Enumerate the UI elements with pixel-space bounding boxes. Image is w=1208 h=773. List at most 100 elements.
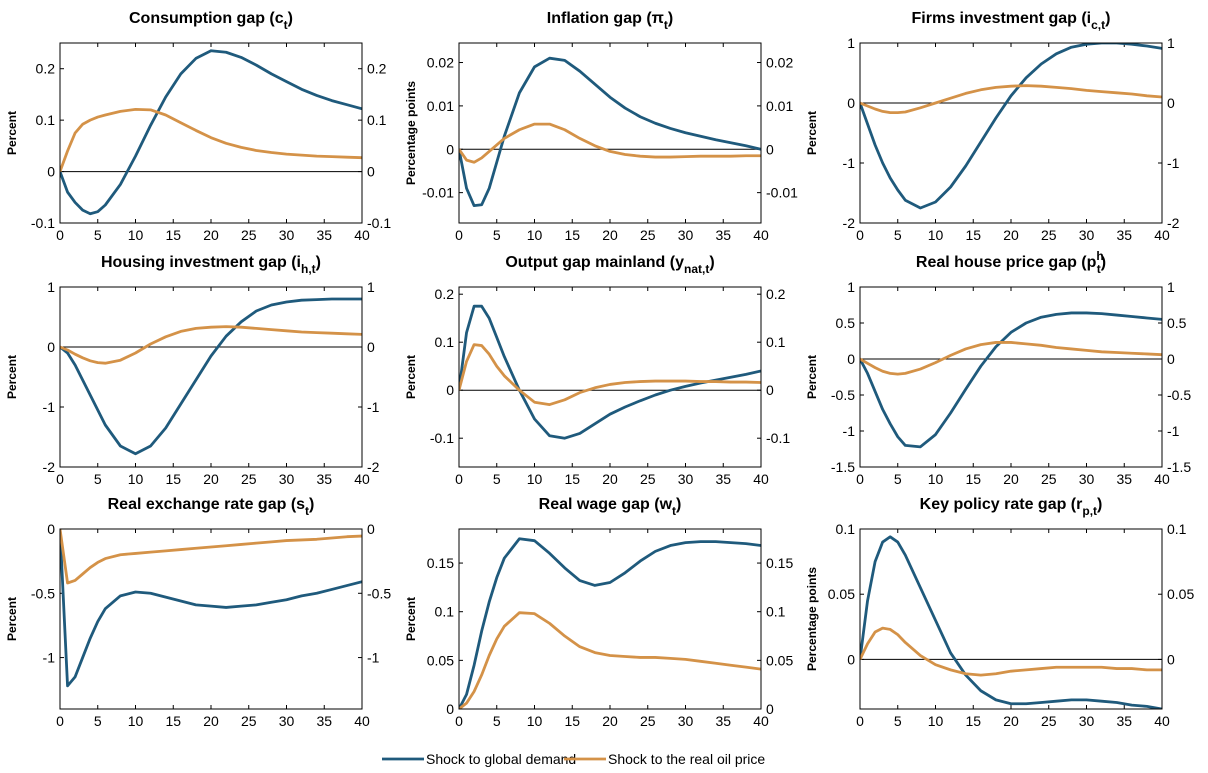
x-tick-label: 15 [165,227,181,243]
y-tick-label: 0 [47,164,55,180]
title-end: ) [709,254,714,271]
y-tick-label: -0.01 [422,185,454,201]
title-subscript: t [305,504,309,518]
x-tick-label: 15 [965,713,981,729]
title-end: ) [1097,496,1102,513]
y-axis-label: Percent [404,597,418,641]
series-line [459,343,761,406]
title-text: Real wage gap (w [539,496,673,513]
y-tick-label: 0.1 [36,112,56,128]
chart-title: Key policy rate gap (rp,t) [920,496,1103,518]
x-tick-label: 30 [1079,227,1095,243]
x-tick-label: 40 [1154,713,1170,729]
x-tick-label: 0 [56,713,64,729]
title-text: Output gap mainland (y [505,254,684,271]
x-tick-label: 40 [753,471,769,487]
x-tick-label: 25 [241,471,257,487]
x-tick-label: 0 [856,227,864,243]
x-tick-label: 25 [1041,713,1057,729]
x-tick-label: 15 [165,713,181,729]
y-tick-label: 0 [47,521,55,537]
y-tick-label: -2 [43,459,56,475]
series-line [860,626,1162,677]
x-tick-label: 25 [241,713,257,729]
x-tick-label: 0 [56,227,64,243]
y2-tick-label: 0 [367,164,375,180]
y2-tick-label: 0.1 [1167,521,1187,537]
chart-title: Real house price gap (ph t) [916,249,1106,276]
plot-area [60,297,362,456]
x-tick-label: 30 [1079,713,1095,729]
y2-tick-label: 0.2 [367,61,387,77]
y2-tick-label: -0.5 [1167,387,1191,403]
y2-tick-label: -1 [367,399,380,415]
y2-tick-label: -0.5 [367,585,391,601]
y-tick-label: -2 [843,215,856,231]
y2-tick-label: 0.5 [1167,315,1187,331]
title-text: Firms investment gap (i [912,10,1092,27]
y-tick-label: 0 [847,651,855,667]
x-tick-label: 30 [279,227,295,243]
y2-tick-label: 0.15 [766,555,793,571]
series-line [459,611,761,709]
chart-title: Housing investment gap (ih,t) [101,254,321,276]
y2-tick-label: 0 [766,701,774,717]
series-line [60,49,362,216]
y-tick-label: 0 [446,701,454,717]
y-tick-label: 1 [47,279,55,295]
y2-tick-label: 0.1 [367,112,387,128]
x-tick-label: 40 [354,471,370,487]
x-tick-label: 10 [527,227,543,243]
x-tick-label: 25 [640,713,656,729]
y-axis-label: Percentage points [805,567,819,671]
y-axis-label: Percent [5,111,19,155]
y-axis-label: Percent [404,355,418,399]
legend-label: Shock to global demand [426,751,576,767]
x-tick-label: 35 [1116,471,1132,487]
y-tick-label: 0.05 [828,586,855,602]
y-tick-label: 0.1 [435,604,455,620]
y2-tick-label: 0 [1167,651,1175,667]
y2-tick-label: -1 [367,650,380,666]
series-line [60,297,362,456]
x-tick-label: 40 [1154,227,1170,243]
y-tick-label: 0.15 [427,555,454,571]
y-tick-label: -1.5 [831,459,855,475]
x-tick-label: 35 [316,471,332,487]
y2-tick-label: 0.1 [766,334,786,350]
plot-area [860,311,1162,449]
x-tick-label: 30 [279,713,295,729]
x-tick-label: 10 [928,713,944,729]
x-tick-label: 25 [640,227,656,243]
y2-tick-label: -1.5 [1167,459,1191,475]
series-line [459,304,761,440]
title-superscript: h [1096,249,1103,263]
y2-tick-label: 0.2 [766,286,786,302]
y-tick-label: 0.2 [435,286,455,302]
y-tick-label: 0 [446,382,454,398]
plot-frame [59,42,363,224]
y-tick-label: -0.5 [831,387,855,403]
x-tick-label: 25 [1041,471,1057,487]
y2-tick-label: 0 [766,141,774,157]
title-subscript: t [672,504,676,518]
plot-frame [859,528,1163,710]
x-tick-label: 20 [203,227,219,243]
x-tick-label: 25 [241,227,257,243]
x-tick-label: 10 [128,471,144,487]
x-tick-label: 40 [1154,471,1170,487]
y2-tick-label: 1 [367,279,375,295]
x-tick-label: 5 [493,713,501,729]
title-subscript: t [664,18,668,32]
chart-title: Consumption gap (ct) [129,10,293,32]
x-tick-label: 15 [564,713,580,729]
y-axis-label: Percent [805,111,819,155]
title-subscript: nat,t [684,262,709,276]
x-tick-label: 5 [94,713,102,729]
x-tick-label: 20 [203,713,219,729]
title-subscript: h,t [301,262,316,276]
x-tick-label: 5 [493,227,501,243]
y-tick-label: -1 [843,155,856,171]
x-tick-label: 35 [1116,227,1132,243]
plot-area [860,535,1162,709]
